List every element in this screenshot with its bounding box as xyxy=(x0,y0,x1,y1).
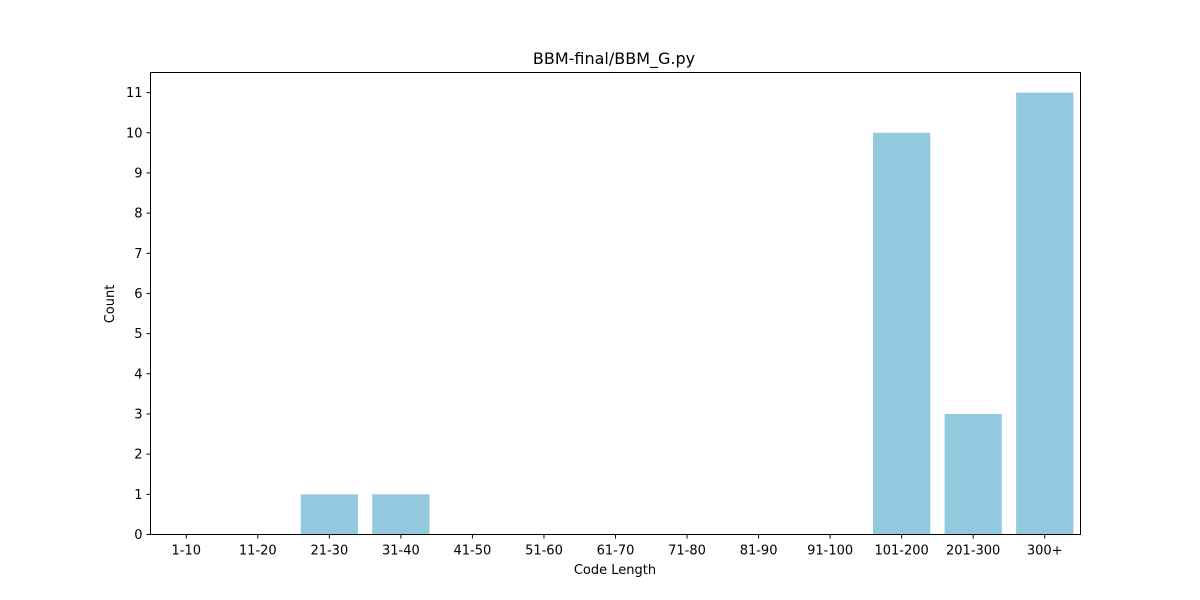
y-tick-label: 4 xyxy=(134,367,142,382)
x-tick-label: 101-200 xyxy=(874,544,928,559)
x-tick-label: 300+ xyxy=(1027,544,1063,559)
x-tick-label: 1-10 xyxy=(172,544,202,559)
plot-frame xyxy=(150,72,1081,535)
x-tick-label: 201-300 xyxy=(946,544,1000,559)
bar-300 xyxy=(1016,92,1074,535)
y-tick-label: 1 xyxy=(134,488,142,503)
y-tick-label: 0 xyxy=(134,528,142,543)
x-tick-label: 81-90 xyxy=(740,544,778,559)
x-axis-label: Code Length xyxy=(574,563,656,578)
bar-31-40 xyxy=(372,494,430,535)
x-tick-label: 21-30 xyxy=(310,544,348,559)
x-tick-label: 71-80 xyxy=(668,544,706,559)
y-axis-label: Count xyxy=(103,285,118,324)
y-tick-label: 9 xyxy=(134,166,142,181)
x-tick-label: 51-60 xyxy=(525,544,563,559)
y-tick-label: 8 xyxy=(134,207,142,222)
y-axis: 0 1 2 3 4 5 6 7 8 9 10 11 xyxy=(126,86,151,543)
bar-101-200 xyxy=(873,132,931,535)
y-tick-label: 3 xyxy=(134,407,142,422)
y-tick-label: 2 xyxy=(134,448,142,463)
x-tick-label: 91-100 xyxy=(807,544,853,559)
y-tick-label: 10 xyxy=(126,126,143,141)
y-tick-label: 7 xyxy=(134,247,142,262)
x-tick-label: 11-20 xyxy=(239,544,277,559)
bar-21-30 xyxy=(300,494,358,535)
chart-title: BBM-final/BBM_G.py xyxy=(533,49,695,69)
y-tick-label: 11 xyxy=(126,86,143,101)
y-tick-label: 6 xyxy=(134,287,142,302)
x-tick-label: 31-40 xyxy=(382,544,420,559)
x-tick-label: 41-50 xyxy=(454,544,492,559)
x-tick-label: 61-70 xyxy=(597,544,635,559)
x-axis: 1-10 11-20 21-30 31-40 41-50 51-60 61-70 71-80 8… xyxy=(172,534,1063,559)
bar-201-300 xyxy=(944,413,1002,535)
y-tick-label: 5 xyxy=(134,327,142,342)
bars-layer xyxy=(300,92,1074,535)
